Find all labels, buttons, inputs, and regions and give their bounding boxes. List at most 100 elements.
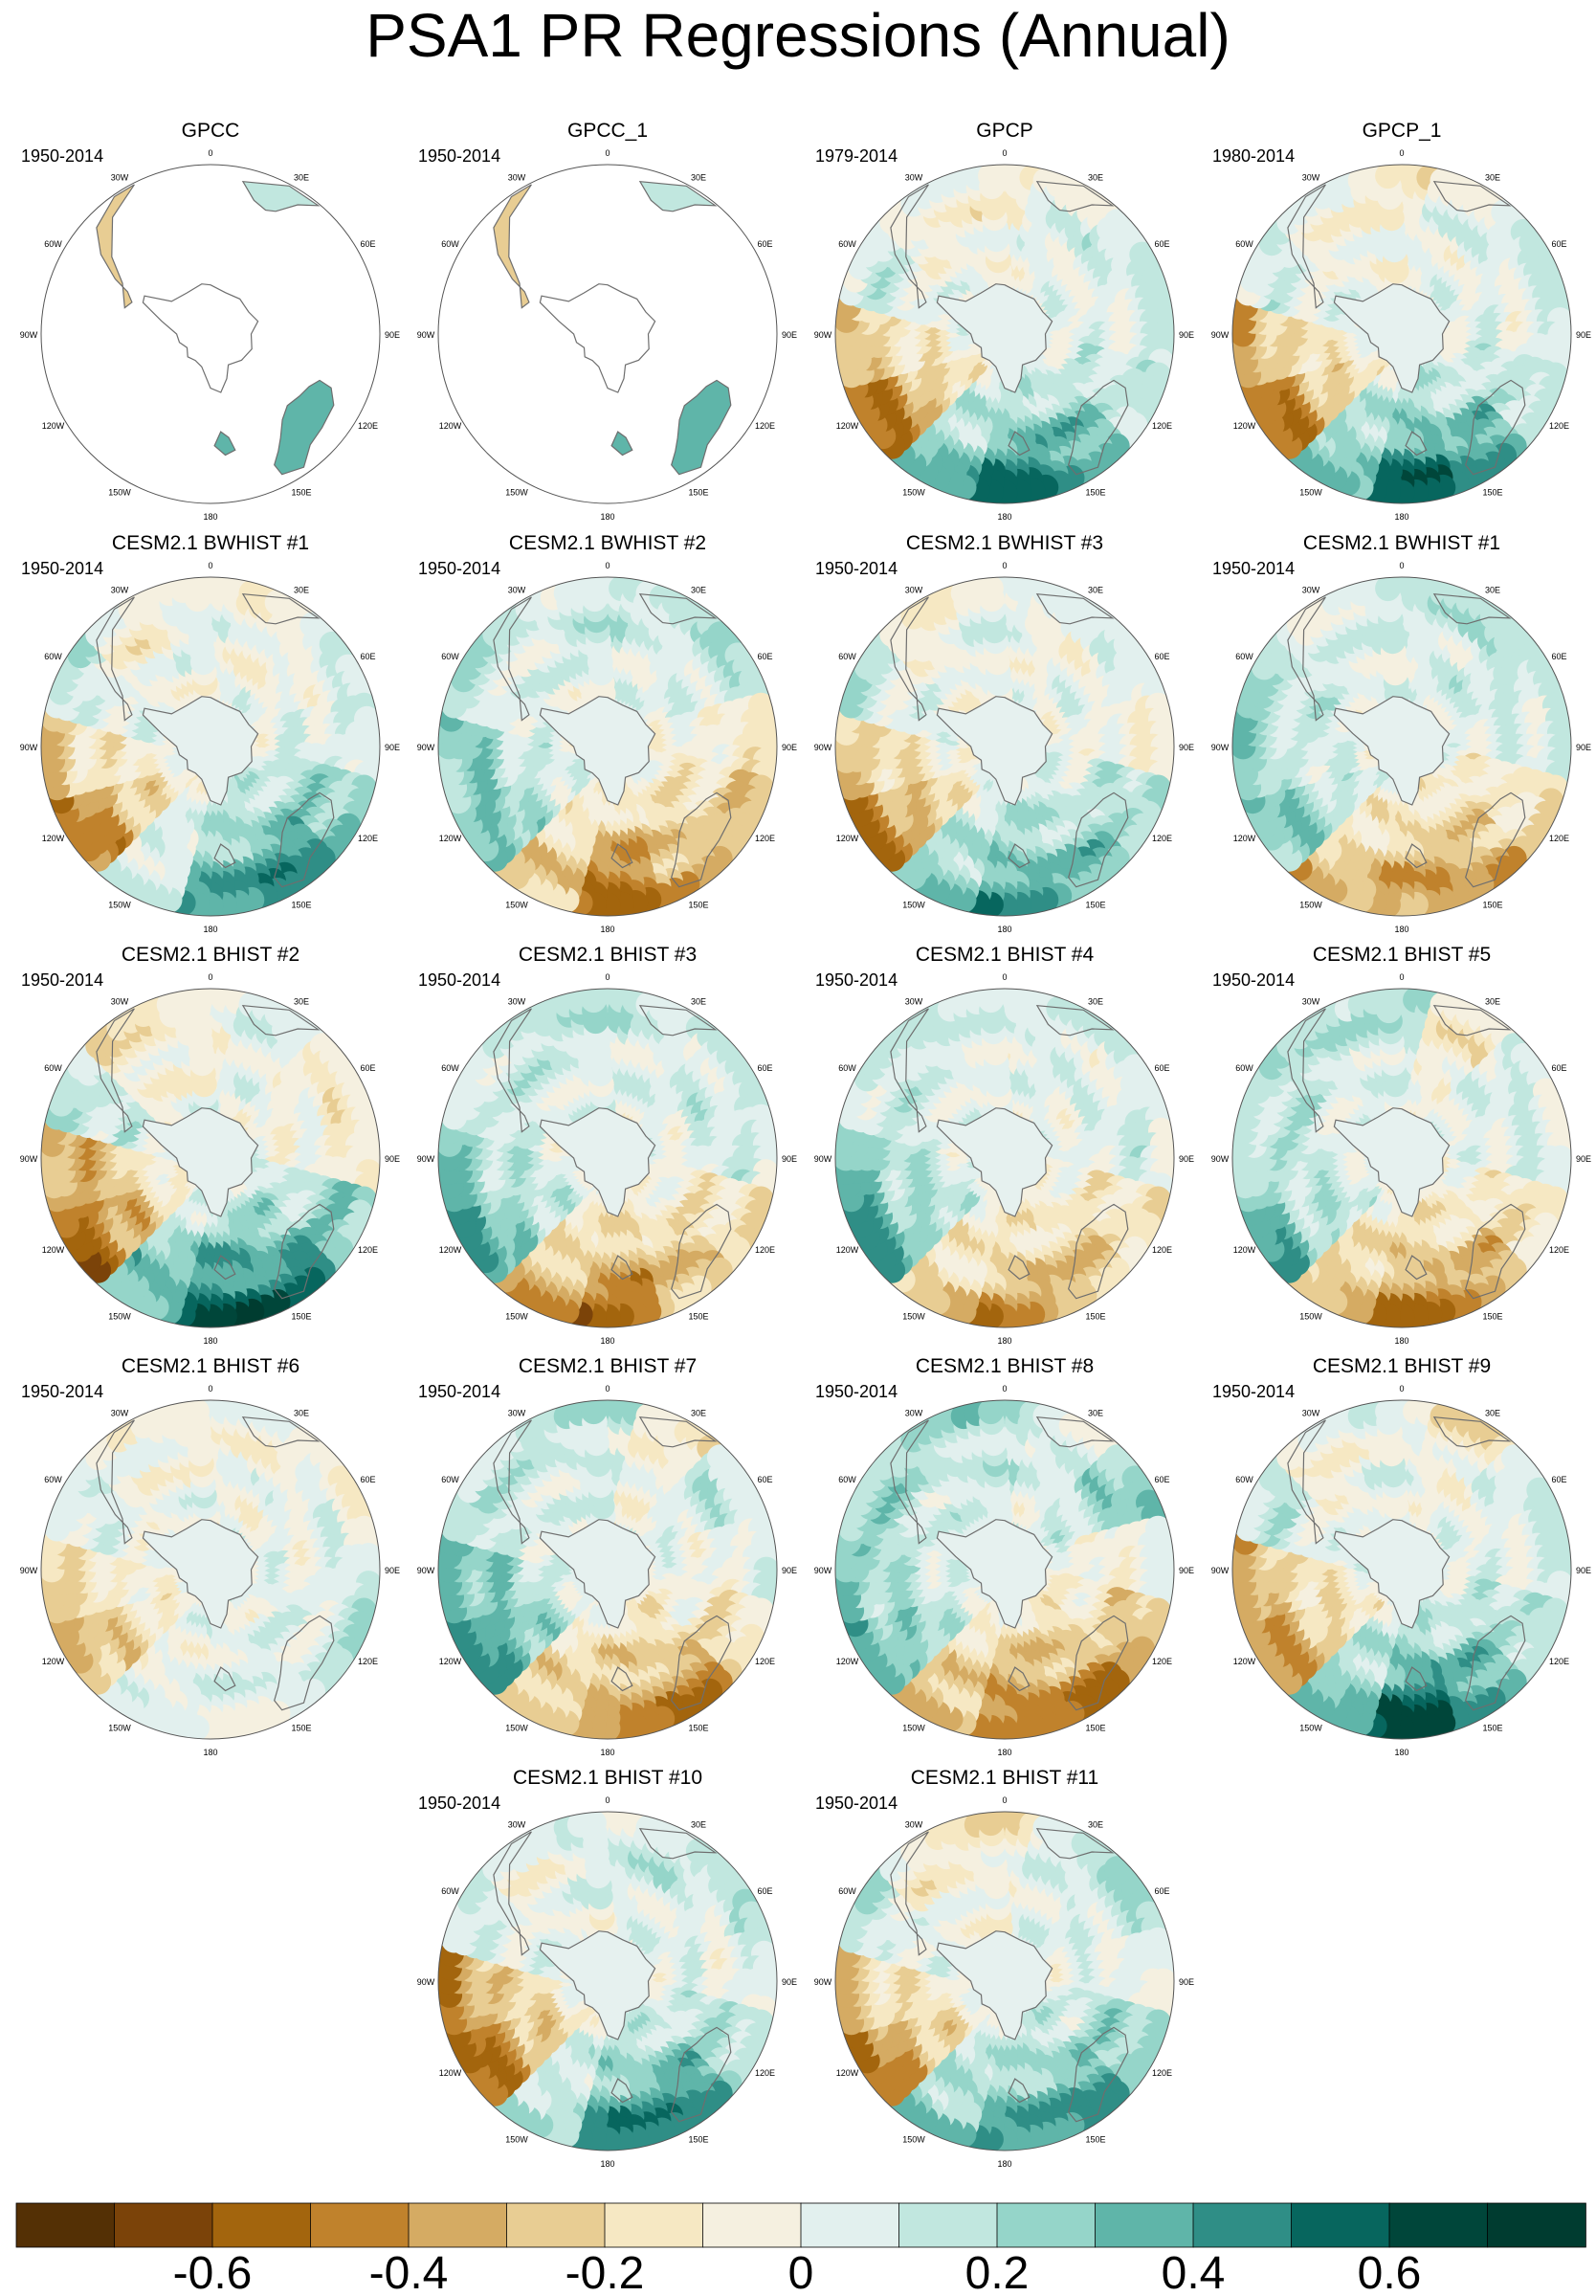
- panel-period: 1979-2014: [815, 146, 898, 166]
- panel-period: 1950-2014: [21, 559, 104, 578]
- panel-title: CESM2.1 BWHIST #3: [905, 532, 1104, 554]
- land-field: [671, 380, 731, 475]
- longitude-label: 150W: [108, 488, 131, 498]
- longitude-label: 120W: [42, 834, 65, 843]
- panel-period: 1950-2014: [418, 559, 501, 578]
- new-zealand-coastline: [610, 843, 633, 869]
- longitude-label: 30W: [111, 173, 129, 183]
- australia-coastline: [274, 791, 335, 888]
- longitude-label: 90W: [417, 330, 435, 340]
- antarctica-coastline: [936, 283, 1053, 393]
- map-boundary: [834, 164, 1175, 504]
- south-america-coastline: [493, 184, 532, 309]
- longitude-label: 180: [600, 925, 614, 934]
- longitude-label: 0: [208, 561, 212, 570]
- longitude-label: 60E: [360, 239, 375, 249]
- longitude-label: 150W: [902, 488, 925, 498]
- longitude-label: 150W: [505, 488, 528, 498]
- land-field: [611, 432, 632, 456]
- africa-coastline: [241, 180, 321, 212]
- longitude-label: 150E: [688, 901, 708, 910]
- longitude-label: 60W: [441, 652, 459, 661]
- south-america-coastline: [493, 596, 532, 722]
- australia-coastline: [1068, 379, 1129, 476]
- africa-coastline: [1432, 180, 1512, 212]
- south-america-coastline: [1287, 184, 1326, 309]
- figure-title: PSA1 PR Regressions (Annual): [366, 1, 1230, 70]
- longitude-label: 30E: [691, 173, 706, 183]
- longitude-label: 120W: [439, 834, 462, 843]
- longitude-label: 60E: [1551, 239, 1566, 249]
- panel-period: 1980-2014: [1212, 146, 1296, 166]
- longitude-label: 90E: [782, 330, 797, 340]
- new-zealand-coastline: [213, 843, 236, 869]
- new-zealand-coastline: [610, 431, 633, 457]
- field-cell: [184, 577, 210, 602]
- longitude-label: 30W: [111, 586, 129, 595]
- map-boundary: [40, 164, 381, 504]
- south-america-coastline: [890, 184, 929, 309]
- longitude-label: 120W: [1233, 421, 1256, 431]
- panel-period: 1950-2014: [815, 559, 898, 578]
- map-boundary: [1231, 164, 1572, 504]
- longitude-label: 90W: [20, 743, 38, 752]
- longitude-label: 30W: [905, 173, 923, 183]
- panel-period: 1950-2014: [21, 146, 104, 166]
- longitude-label: 120E: [358, 421, 378, 431]
- longitude-label: 150E: [1482, 488, 1502, 498]
- longitude-label: 90E: [1179, 330, 1194, 340]
- longitude-label: 180: [997, 512, 1011, 522]
- australia-coastline: [671, 379, 732, 476]
- new-zealand-coastline: [1008, 431, 1031, 457]
- longitude-label: 30E: [1088, 173, 1103, 183]
- longitude-label: 0: [1002, 148, 1007, 158]
- land-field: [639, 181, 716, 212]
- map-panel: GPCP_1 1980-2014 0 30E 60E 90E 120E 150E 180 150W…: [1210, 120, 1593, 522]
- field-cell: [581, 577, 607, 602]
- longitude-label: 30E: [294, 586, 309, 595]
- longitude-label: 120E: [755, 834, 775, 843]
- panel-title: GPCP_1: [1362, 120, 1442, 142]
- longitude-label: 90W: [20, 330, 38, 340]
- longitude-label: 90E: [1576, 330, 1591, 340]
- antarctica-coastline: [142, 283, 259, 393]
- longitude-label: 120E: [755, 421, 775, 431]
- australia-coastline: [671, 791, 732, 888]
- longitude-label: 0: [605, 148, 610, 158]
- longitude-label: 90E: [385, 330, 400, 340]
- longitude-label: 120W: [42, 421, 65, 431]
- longitude-label: 150E: [688, 488, 708, 498]
- longitude-label: 60W: [44, 652, 62, 661]
- longitude-label: 120E: [1549, 421, 1569, 431]
- australia-coastline: [1465, 379, 1526, 476]
- longitude-label: 60E: [757, 652, 772, 661]
- longitude-label: 120W: [439, 421, 462, 431]
- africa-coastline: [638, 592, 718, 625]
- antarctica-coastline: [539, 696, 656, 806]
- longitude-label: 60W: [838, 239, 856, 249]
- longitude-label: 30W: [1302, 173, 1320, 183]
- map-panel: CESM2.1 BWHIST #2 1950-2014 0 30E 60E 90E 120E…: [416, 532, 799, 934]
- antarctica-coastline: [1333, 283, 1451, 393]
- map-panel: GPCC 1950-2014 0 30E 60E 90E 120E 150E 180 150W 12…: [19, 120, 402, 522]
- longitude-label: 120E: [1152, 421, 1172, 431]
- longitude-label: 150E: [291, 901, 311, 910]
- land-field: [96, 184, 135, 308]
- africa-coastline: [241, 592, 321, 625]
- panel-period: 1950-2014: [418, 146, 501, 166]
- longitude-label: 150W: [108, 901, 131, 910]
- longitude-label: 90W: [1211, 330, 1230, 340]
- field-cell: [1375, 165, 1401, 189]
- longitude-label: 60W: [44, 239, 62, 249]
- longitude-label: 90W: [417, 743, 435, 752]
- panel-title: CESM2.1 BWHIST #2: [508, 532, 707, 554]
- antarctica-coastline: [142, 696, 259, 806]
- australia-coastline: [274, 379, 335, 476]
- longitude-label: 150W: [1299, 488, 1322, 498]
